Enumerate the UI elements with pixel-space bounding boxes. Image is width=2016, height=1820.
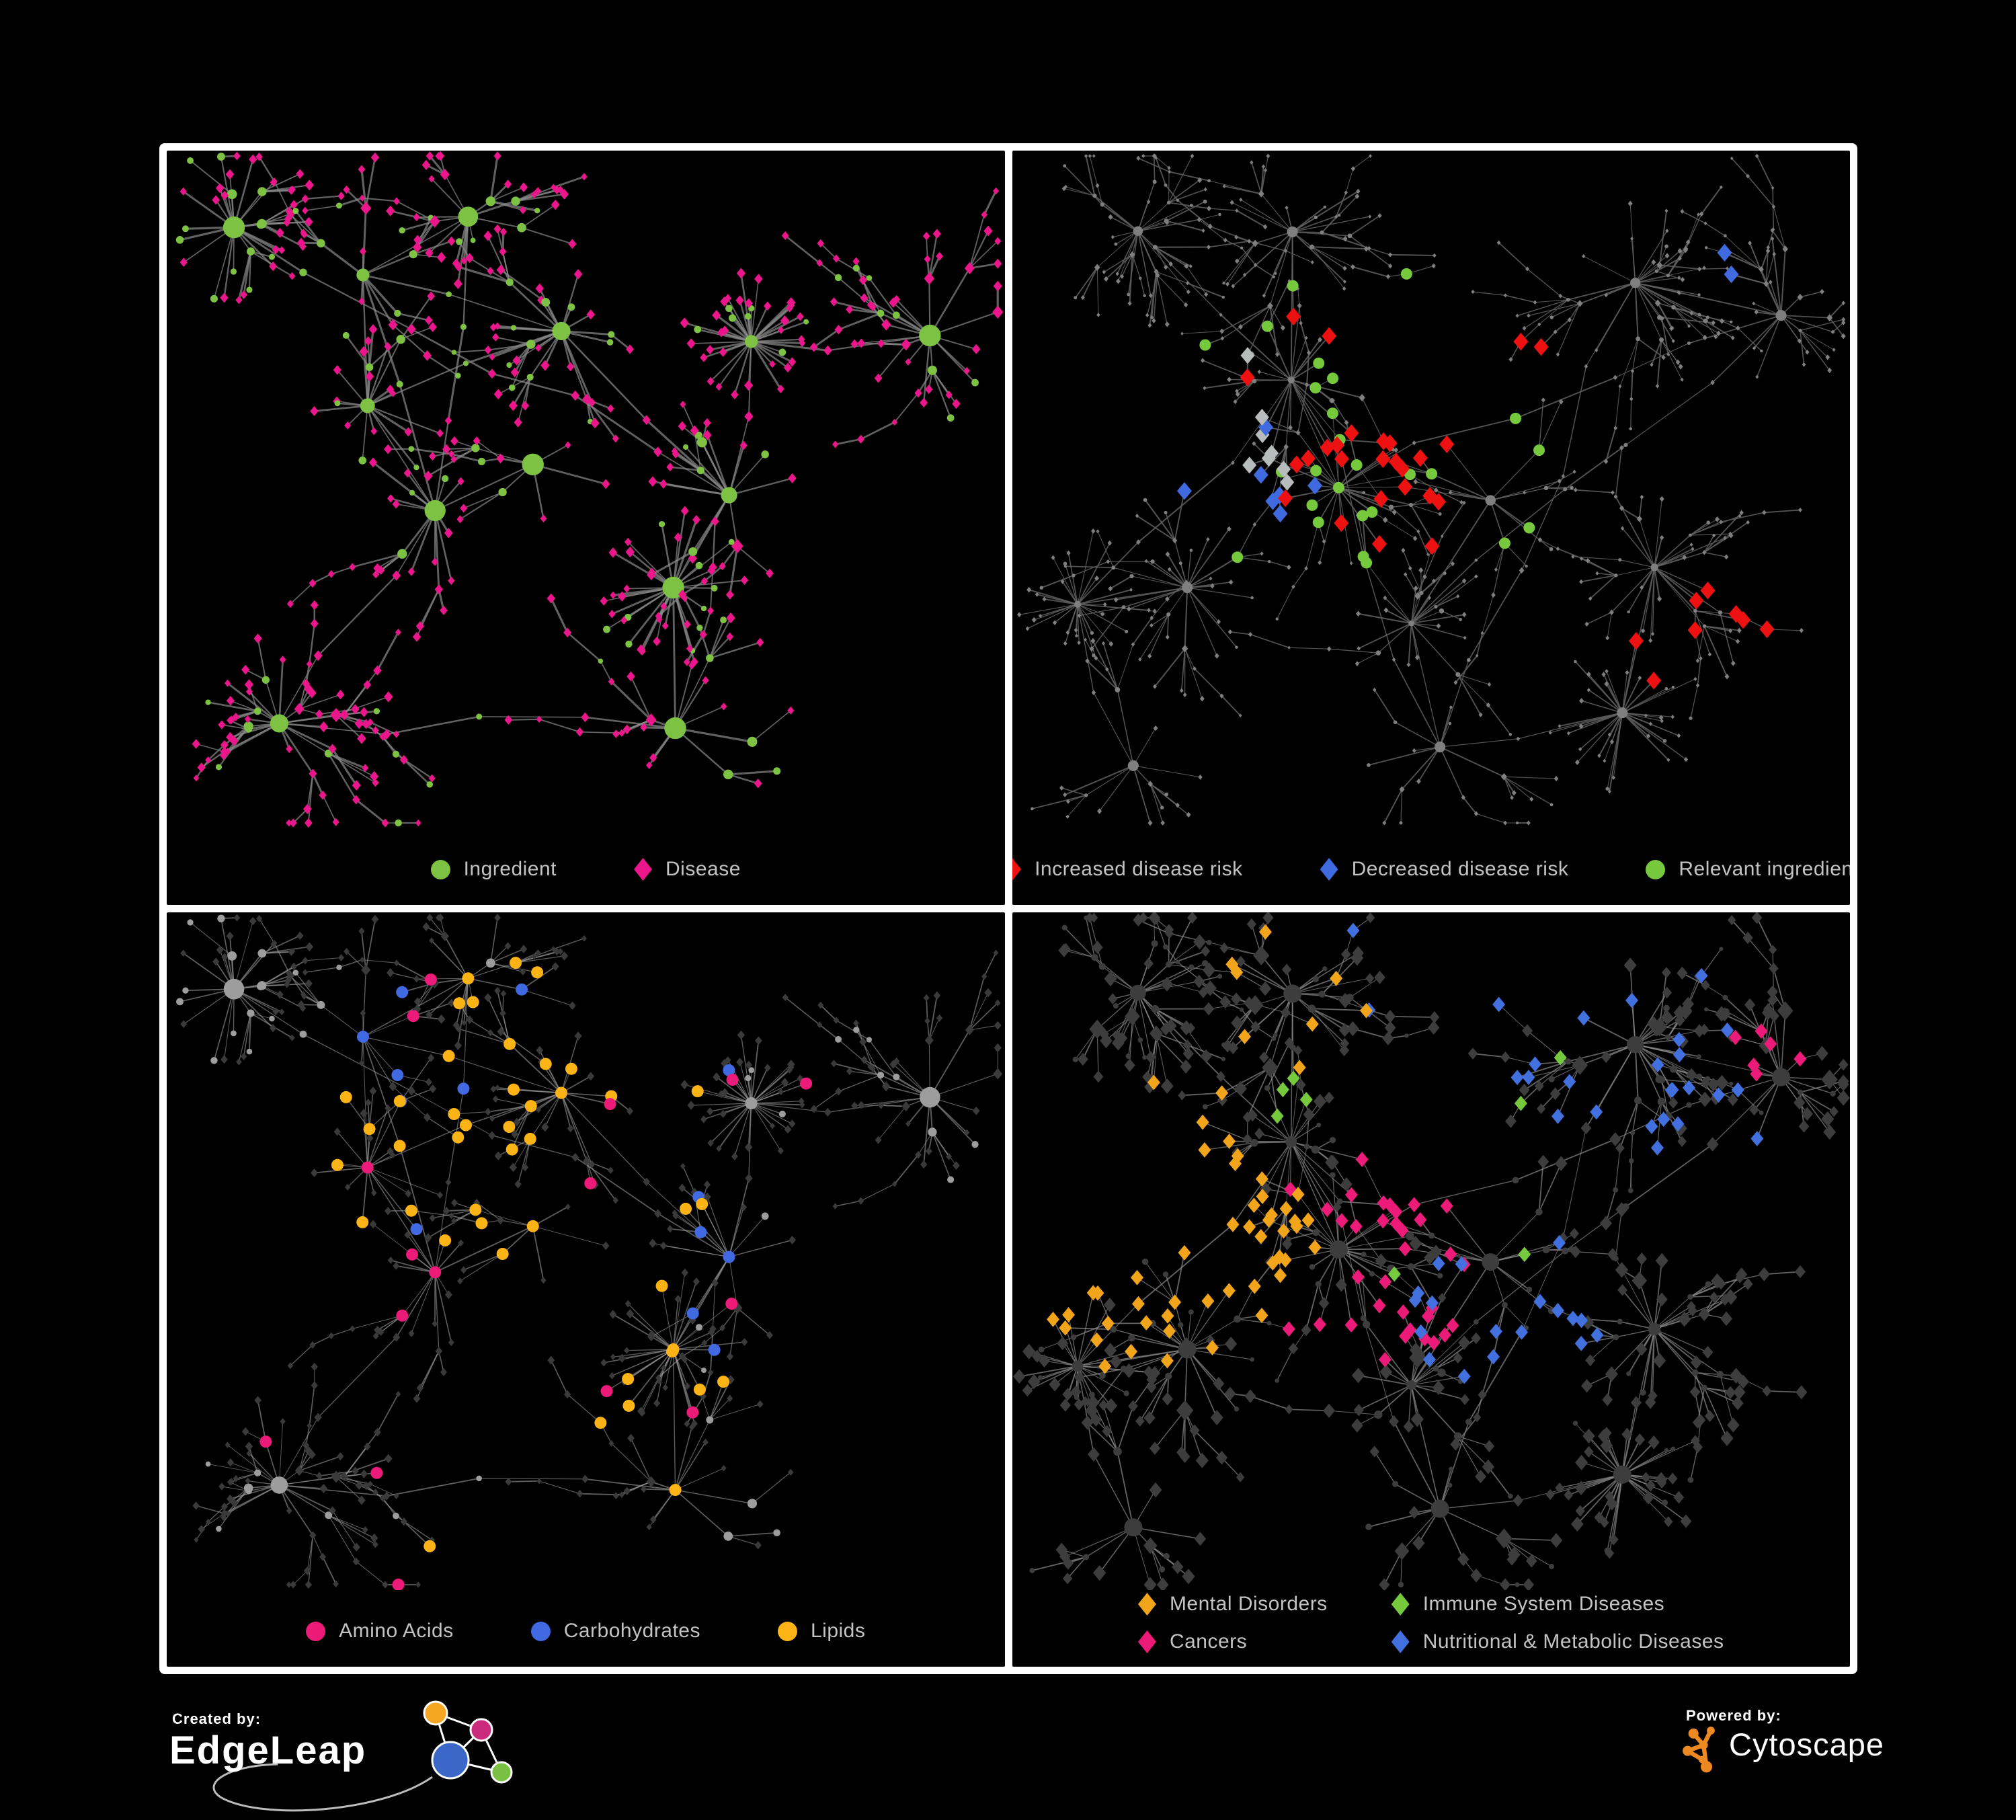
- legend-label: Nutritional & Metabolic Diseases: [1422, 1630, 1724, 1653]
- legend-item-ingredient: Ingredient: [430, 858, 557, 881]
- diamond-marker-icon: [1012, 858, 1022, 881]
- powered-by-label: Powered by:: [1686, 1707, 1781, 1724]
- panel-ingredient-disease: Ingredient Disease: [167, 151, 1005, 905]
- cytoscape-logo-nodes: [1683, 1727, 1715, 1773]
- legend-disease-risk: Increased disease risk Decreased disease …: [1012, 858, 1850, 881]
- network-graph-disease-risk: [1016, 153, 1846, 826]
- diamond-marker-icon: [1391, 1630, 1410, 1653]
- edgeleap-wordmark: EdgeLeap: [169, 1729, 367, 1772]
- legend-label: Cancers: [1169, 1630, 1248, 1653]
- legend-label: Amino Acids: [339, 1620, 454, 1642]
- legend-label: Ingredient: [463, 858, 557, 880]
- legend-item-disease: Disease: [634, 858, 741, 881]
- legend-item-nutritional-metabolic-diseases: Nutritional & Metabolic Diseases: [1391, 1630, 1724, 1653]
- legend-label: Carbohydrates: [563, 1620, 700, 1642]
- circle-marker-icon: [777, 1621, 797, 1641]
- diamond-marker-icon: [1137, 1593, 1156, 1616]
- legend-item-relevant-ingredient: Relevant ingredient: [1646, 858, 1850, 881]
- cytoscape-logo-icon: [1683, 1727, 1715, 1773]
- legend-label: Lipids: [810, 1620, 866, 1642]
- edgeleap-node-blue: [431, 1741, 470, 1780]
- legend-item-mental-disorders: Mental Disorders: [1137, 1593, 1328, 1616]
- legend-disease-categories: Mental Disorders Immune System Diseases Ca…: [1012, 1593, 1851, 1653]
- circle-marker-icon: [530, 1621, 551, 1641]
- legend-nutrient-classes: Amino Acids Carbohydrates Lipids: [167, 1620, 1005, 1643]
- legend-label: Increased disease risk: [1035, 858, 1243, 880]
- panel-disease-categories: Mental Disorders Immune System Diseases Ca…: [1012, 912, 1851, 1667]
- legend-item-lipids: Lipids: [777, 1620, 866, 1643]
- created-by-block: Created by: EdgeLeap: [160, 1693, 631, 1820]
- legend-label: Decreased disease risk: [1351, 858, 1569, 880]
- legend-item-amino-acids: Amino Acids: [306, 1620, 454, 1643]
- legend-item-increased-disease-risk: Increased disease risk: [1012, 858, 1243, 881]
- panel-disease-risk: Increased disease risk Decreased disease …: [1012, 151, 1850, 905]
- legend-item-carbohydrates: Carbohydrates: [530, 1620, 700, 1643]
- legend-item-decreased-disease-risk: Decreased disease risk: [1320, 858, 1569, 881]
- edgeleap-logo-icon: [212, 1700, 513, 1812]
- created-by-label: Created by:: [172, 1710, 261, 1727]
- network-graph-disease-categories: [1012, 912, 1850, 1590]
- network-graph-nutrient-classes: [176, 913, 1003, 1590]
- legend-label: Mental Disorders: [1169, 1593, 1328, 1615]
- panel-nutrient-classes: Amino Acids Carbohydrates Lipids: [167, 912, 1005, 1667]
- cytoscape-wordmark: Cytoscape: [1729, 1727, 1885, 1762]
- circle-marker-icon: [1646, 859, 1666, 879]
- panel-grid: Ingredient Disease Increased disease risk…: [159, 143, 1857, 1674]
- legend-label: Relevant ingredient: [1679, 858, 1850, 880]
- network-graph-ingredient-disease: [175, 151, 1004, 828]
- legend-label: Disease: [666, 858, 741, 880]
- legend-item-cancers: Cancers: [1137, 1630, 1248, 1653]
- legend-ingredient-disease: Ingredient Disease: [167, 858, 1005, 881]
- powered-by-block: Powered by: Cytoscape: [1675, 1698, 2005, 1798]
- legend-label: Immune System Diseases: [1422, 1593, 1665, 1615]
- edgeleap-swoosh: [212, 1763, 433, 1812]
- circle-marker-icon: [430, 859, 450, 879]
- circle-marker-icon: [306, 1621, 326, 1641]
- diamond-marker-icon: [634, 858, 653, 881]
- legend-item-immune-system-diseases: Immune System Diseases: [1391, 1593, 1665, 1616]
- edgeleap-node-green: [490, 1761, 513, 1784]
- diamond-marker-icon: [1320, 858, 1338, 881]
- diamond-marker-icon: [1137, 1630, 1156, 1653]
- diamond-marker-icon: [1391, 1593, 1410, 1616]
- edgeleap-node-magenta: [469, 1718, 493, 1742]
- edgeleap-node-orange: [423, 1700, 448, 1726]
